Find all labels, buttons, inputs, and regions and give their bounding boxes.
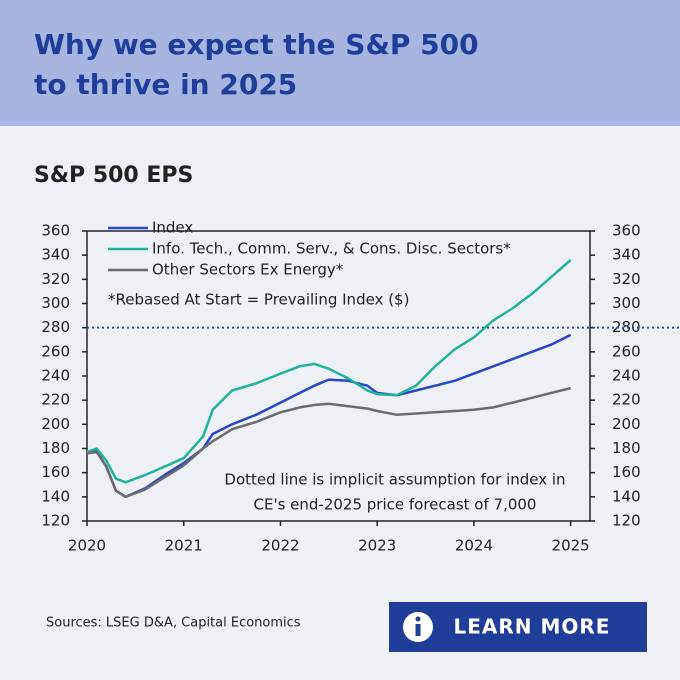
- legend-label: Info. Tech., Comm. Serv., & Cons. Disc. …: [152, 240, 511, 258]
- x-tick-label: 2021: [165, 537, 203, 555]
- y2-tick-label: 160: [612, 463, 641, 481]
- y2-tick-label: 180: [612, 439, 641, 457]
- x-tick-label: 2024: [455, 537, 493, 555]
- info-icon-dot: [415, 616, 421, 622]
- learn-more-button[interactable]: LEARN MORE: [389, 602, 647, 652]
- y-tick-label: 340: [41, 246, 70, 264]
- header-title: to thrive in 2025: [34, 68, 297, 101]
- y2-tick-label: 280: [612, 318, 641, 336]
- y-tick-label: 160: [41, 463, 70, 481]
- button-label[interactable]: LEARN MORE: [454, 615, 611, 639]
- note: *Rebased At Start = Prevailing Index ($): [108, 291, 409, 309]
- x-tick-label: 2022: [261, 537, 299, 555]
- legend-label: Other Sectors Ex Energy*: [152, 261, 344, 279]
- y-tick-label: 260: [41, 342, 70, 360]
- y2-tick-label: 360: [612, 222, 641, 240]
- y-tick-label: 140: [41, 487, 70, 505]
- y2-tick-label: 220: [612, 391, 641, 409]
- info-icon-bar: [415, 624, 421, 636]
- x-tick-label: 2025: [552, 537, 590, 555]
- y-tick-label: 220: [41, 391, 70, 409]
- y2-tick-label: 260: [612, 342, 641, 360]
- y2-tick-label: 200: [612, 415, 641, 433]
- y-tick-label: 280: [41, 318, 70, 336]
- series-line: [86, 259, 572, 484]
- series-line: [86, 386, 572, 499]
- y-tick-label: 360: [41, 222, 70, 240]
- y-tick-label: 320: [41, 270, 70, 288]
- x-tick-label: 2020: [68, 537, 106, 555]
- y2-tick-label: 320: [612, 270, 641, 288]
- chart-title: S&P 500 EPS: [34, 163, 193, 188]
- y-tick-label: 300: [41, 294, 70, 312]
- header-title: Why we expect the S&P 500: [34, 28, 479, 61]
- y2-tick-label: 240: [612, 367, 641, 385]
- legend-label: Index: [152, 219, 193, 237]
- y2-tick-label: 120: [612, 512, 641, 530]
- y2-tick-label: 340: [612, 246, 641, 264]
- y-tick-label: 180: [41, 439, 70, 457]
- y-tick-label: 240: [41, 367, 70, 385]
- y2-tick-label: 300: [612, 294, 641, 312]
- header-band: [0, 0, 680, 126]
- y-tick-label: 120: [41, 512, 70, 530]
- annotation: Dotted line is implicit assumption for i…: [224, 471, 565, 489]
- y-tick-label: 200: [41, 415, 70, 433]
- y2-tick-label: 140: [612, 487, 641, 505]
- annotation: CE's end-2025 price forecast of 7,000: [254, 496, 537, 514]
- source: Sources: LSEG D&A, Capital Economics: [46, 616, 301, 631]
- x-tick-label: 2023: [358, 537, 396, 555]
